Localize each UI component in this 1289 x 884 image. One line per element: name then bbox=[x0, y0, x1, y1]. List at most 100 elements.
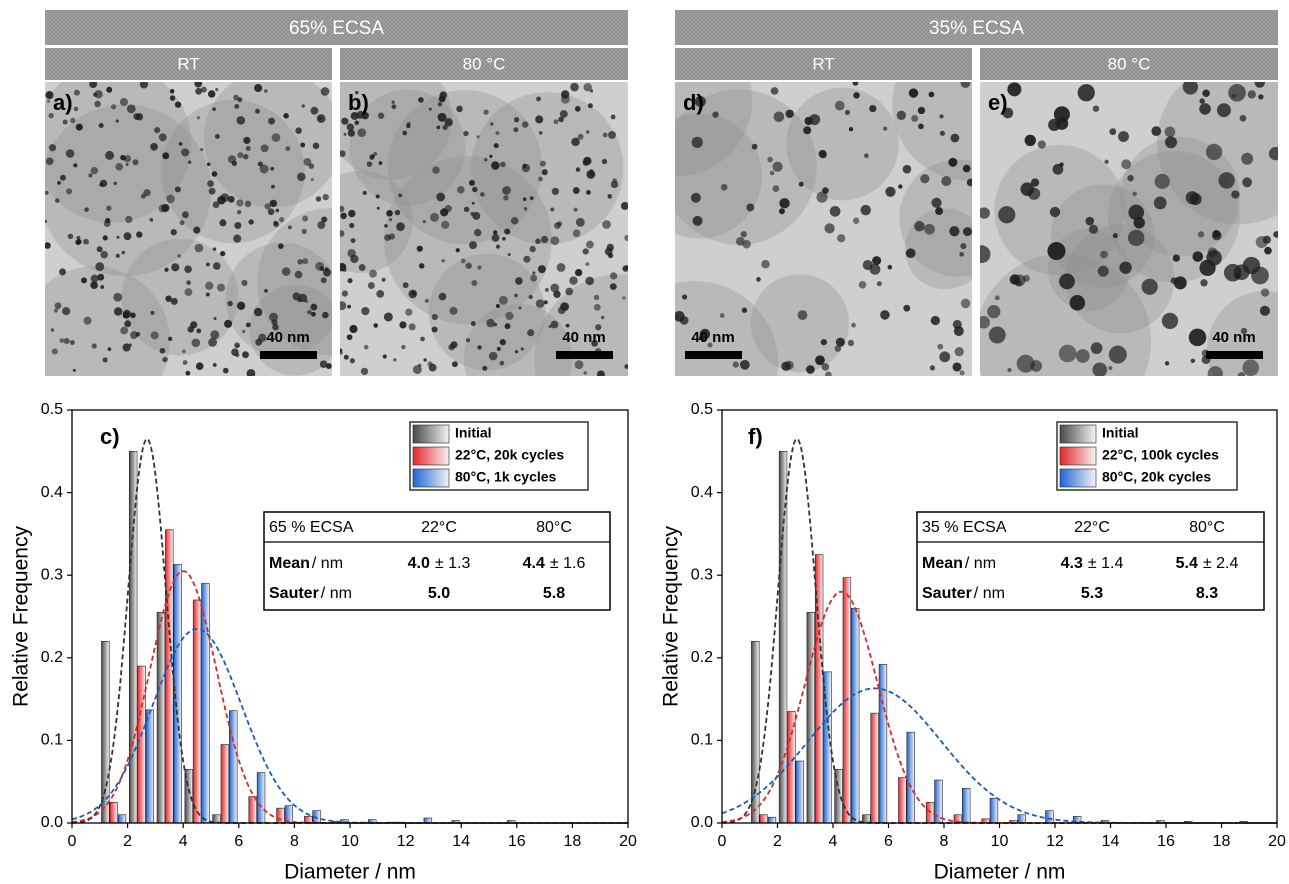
bar bbox=[173, 564, 182, 824]
cell-value: 5.4 bbox=[1176, 555, 1198, 572]
bar bbox=[156, 612, 166, 824]
scale-bar bbox=[1206, 351, 1263, 359]
condition-label: 80 °C bbox=[463, 54, 506, 73]
row-label-name: Mean bbox=[269, 555, 310, 572]
y-axis-label: Relative Frequency bbox=[10, 526, 33, 707]
legend-label: 80°C, 20k cycles bbox=[1102, 469, 1211, 485]
row-label: Mean / nm bbox=[922, 555, 996, 572]
legend-label: 22°C, 100k cycles bbox=[1102, 447, 1219, 463]
y-tick-label: 0.2 bbox=[41, 649, 63, 666]
table-header: 35 % ECSA bbox=[922, 519, 1007, 536]
cell-value: 4.4 bbox=[523, 555, 545, 572]
bar bbox=[165, 529, 174, 824]
bar bbox=[806, 612, 815, 824]
bar bbox=[767, 816, 777, 824]
fit-curve bbox=[721, 437, 1277, 824]
scale-bar-label: 40 nm bbox=[266, 329, 309, 346]
table-header: 80°C bbox=[1189, 519, 1225, 536]
x-tick-label: 12 bbox=[1046, 833, 1064, 850]
bar bbox=[256, 772, 266, 824]
bar bbox=[109, 802, 118, 824]
bar bbox=[934, 779, 943, 824]
x-axis-label: Diameter / nm bbox=[934, 861, 1066, 884]
bar bbox=[878, 664, 888, 824]
y-tick-label: 0.3 bbox=[691, 566, 713, 583]
x-tick-label: 2 bbox=[123, 833, 132, 850]
bar bbox=[137, 665, 146, 824]
cell-value: 4.0 bbox=[408, 555, 430, 572]
bar bbox=[759, 814, 768, 824]
legend-label: Initial bbox=[1102, 425, 1139, 441]
bar bbox=[201, 583, 210, 824]
x-tick-label: 18 bbox=[564, 833, 582, 850]
y-tick-label: 0.4 bbox=[41, 484, 63, 501]
condition-header bbox=[675, 48, 972, 80]
row-label: Mean / nm bbox=[269, 555, 343, 572]
legend-label: 80°C, 1k cycles bbox=[455, 469, 557, 485]
row-label-name: Mean bbox=[922, 555, 963, 572]
y-tick-label: 0.1 bbox=[41, 732, 63, 749]
cell-value: 8.3 bbox=[1196, 585, 1218, 602]
x-tick-label: 0 bbox=[68, 833, 77, 850]
bar bbox=[906, 731, 915, 824]
x-tick-label: 0 bbox=[718, 833, 727, 850]
y-tick-label: 0.5 bbox=[41, 401, 63, 418]
panel-label: e) bbox=[988, 90, 1008, 115]
condition-header bbox=[45, 48, 332, 80]
x-axis-label: Diameter / nm bbox=[284, 861, 416, 884]
fit-curve bbox=[721, 687, 1277, 824]
row-label-name: Sauter bbox=[269, 585, 319, 602]
table-header: 22°C bbox=[421, 519, 457, 536]
bar bbox=[751, 640, 760, 824]
x-tick-label: 4 bbox=[829, 833, 838, 850]
legend-swatch bbox=[1059, 468, 1097, 488]
cell-error: ± 1.6 bbox=[550, 555, 586, 572]
x-tick-label: 4 bbox=[179, 833, 188, 850]
panel-label: d) bbox=[683, 90, 704, 115]
row-label: Sauter / nm bbox=[922, 585, 1005, 602]
group-header bbox=[45, 10, 628, 45]
table-cell: 4.4 ± 1.6 bbox=[523, 555, 586, 572]
bar bbox=[1045, 810, 1054, 824]
scale-bar bbox=[556, 351, 613, 359]
stats-table bbox=[916, 511, 1265, 611]
x-tick-label: 12 bbox=[397, 833, 415, 850]
table-cell: 5.4 ± 2.4 bbox=[1176, 555, 1239, 572]
x-tick-label: 6 bbox=[884, 833, 893, 850]
condition-header bbox=[980, 48, 1278, 80]
bar bbox=[117, 814, 127, 824]
table-header: 65 % ECSA bbox=[269, 519, 354, 536]
row-label-unit: / nm bbox=[321, 585, 352, 602]
bar bbox=[870, 712, 879, 824]
y-axis-label: Relative Frequency bbox=[660, 526, 683, 707]
row-label-name: Sauter bbox=[922, 585, 972, 602]
scale-bar-label: 40 nm bbox=[1212, 329, 1255, 346]
panel-label: a) bbox=[53, 90, 73, 115]
y-tick-label: 0.2 bbox=[691, 649, 713, 666]
bar bbox=[220, 744, 230, 824]
bar bbox=[851, 607, 860, 824]
legend-swatch bbox=[1059, 424, 1097, 444]
legend-swatch bbox=[1059, 446, 1097, 466]
bar bbox=[1017, 814, 1026, 824]
x-tick-label: 16 bbox=[508, 833, 526, 850]
bar bbox=[229, 710, 238, 824]
bar bbox=[276, 807, 285, 824]
group-title: 35% ECSA bbox=[929, 18, 1024, 39]
micrograph bbox=[980, 82, 1278, 376]
x-tick-label: 2 bbox=[773, 833, 782, 850]
cell-value: 4.3 bbox=[1061, 555, 1083, 572]
micrograph bbox=[675, 82, 972, 376]
legend-swatch bbox=[412, 446, 450, 466]
table-cell: 8.3 bbox=[1196, 585, 1218, 602]
x-tick-label: 8 bbox=[940, 833, 949, 850]
x-tick-label: 16 bbox=[1157, 833, 1175, 850]
stats-table bbox=[263, 511, 611, 611]
legend-swatch bbox=[412, 468, 450, 488]
x-tick-label: 18 bbox=[1213, 833, 1231, 850]
panel-label: b) bbox=[348, 90, 369, 115]
row-label: Sauter / nm bbox=[269, 585, 352, 602]
y-tick-label: 0.0 bbox=[691, 814, 713, 831]
table-cell: 4.3 ± 1.4 bbox=[1061, 555, 1124, 572]
